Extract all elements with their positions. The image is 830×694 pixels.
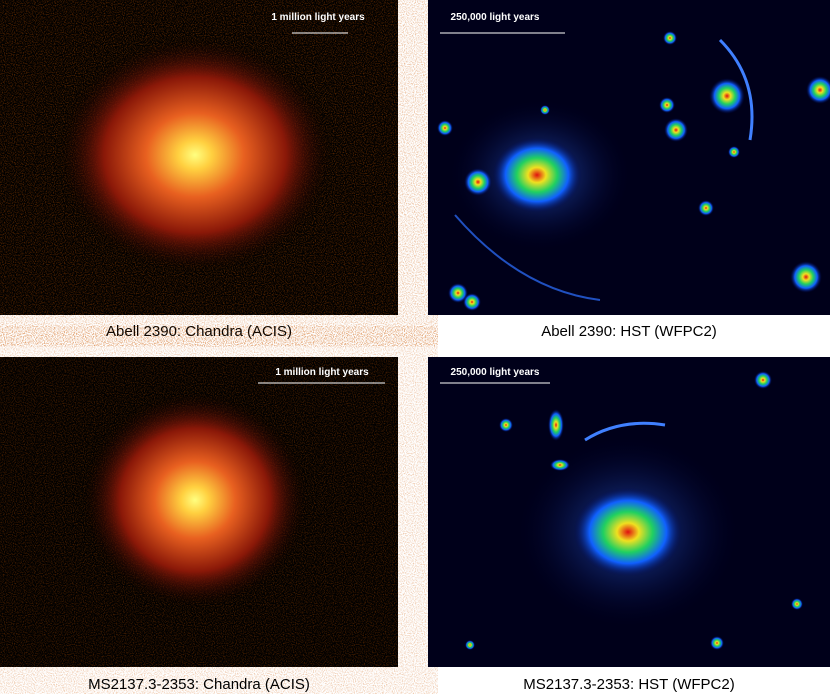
caption: MS2137.3-2353: Chandra (ACIS) xyxy=(88,676,310,693)
galaxy xyxy=(463,293,481,311)
galaxy xyxy=(754,371,772,389)
xray-cluster xyxy=(55,35,335,275)
galaxy xyxy=(499,418,513,432)
galaxy xyxy=(790,261,822,293)
galaxy xyxy=(663,31,677,45)
galaxy xyxy=(806,76,830,104)
arc xyxy=(584,421,666,442)
scale-label: 250,000 light years xyxy=(451,12,540,23)
galaxy xyxy=(548,409,564,441)
arc xyxy=(718,38,754,141)
caption: Abell 2390: Chandra (ACIS) xyxy=(106,323,292,340)
galaxy xyxy=(464,168,492,196)
galaxy xyxy=(791,598,803,610)
galaxy xyxy=(664,118,688,142)
galaxy xyxy=(550,459,570,471)
galaxy xyxy=(728,146,740,158)
galaxy xyxy=(448,283,468,303)
scale-label: 1 million light years xyxy=(271,12,365,23)
scale-label: 1 million light years xyxy=(275,367,369,378)
xray-cluster xyxy=(80,390,310,610)
caption: MS2137.3-2353: HST (WFPC2) xyxy=(523,676,734,693)
galaxy xyxy=(437,120,453,136)
arc xyxy=(454,214,601,301)
galaxy xyxy=(710,636,724,650)
scale-label: 250,000 light years xyxy=(451,367,540,378)
galaxy xyxy=(540,105,550,115)
galaxy xyxy=(492,137,582,213)
galaxy xyxy=(709,78,745,114)
galaxy xyxy=(465,640,475,650)
galaxy xyxy=(573,487,683,577)
galaxy xyxy=(698,200,714,216)
galaxy xyxy=(659,97,675,113)
caption: Abell 2390: HST (WFPC2) xyxy=(541,323,717,340)
